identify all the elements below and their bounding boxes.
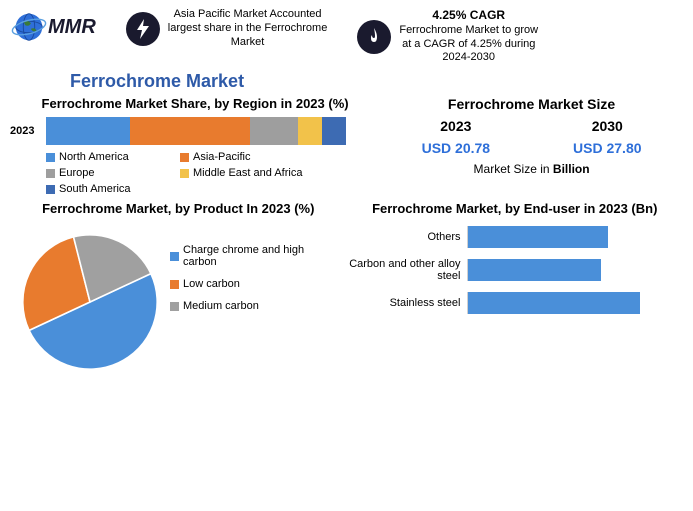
legend-label: Asia-Pacific (193, 151, 250, 163)
legend-item: Asia-Pacific (180, 151, 300, 163)
legend-label: Low carbon (183, 278, 240, 290)
legend-item: Europe (46, 167, 166, 179)
note-1-line3: Market (231, 36, 265, 48)
market-size-unit: Market Size in Billion (380, 162, 683, 176)
logo: MMR (10, 8, 96, 46)
note-2-line2: at a CAGR of 4.25% during (402, 38, 535, 50)
market-size-values: USD 20.78 USD 27.80 (380, 140, 683, 156)
year-2030: 2030 (592, 118, 623, 134)
hbar-fill (468, 259, 602, 281)
stacked-bar-segment (46, 117, 130, 145)
value-2030: USD 27.80 (573, 140, 641, 156)
note-1-text: Asia Pacific Market Accounted largest sh… (168, 8, 328, 49)
pie-svg (10, 222, 170, 382)
enduser-chart: Ferrochrome Market, by End-user in 2023 … (347, 201, 684, 382)
note-1-line2: largest share in the Ferrochrome (168, 22, 328, 34)
legend-item: North America (46, 151, 166, 163)
legend-swatch (180, 153, 189, 162)
legend-label: Charge chrome and high carbon (183, 244, 313, 268)
stacked-bar-segment (250, 117, 298, 145)
note-1-line1: Asia Pacific Market Accounted (174, 8, 322, 20)
product-chart-title: Ferrochrome Market, by Product In 2023 (… (10, 201, 347, 216)
header: MMR Asia Pacific Market Accounted larges… (0, 0, 693, 65)
globe-icon (10, 8, 48, 46)
market-size-header: Ferrochrome Market Size (380, 96, 683, 112)
note-2-line3: 2024-2030 (442, 51, 495, 63)
hbar-row: Others (347, 226, 684, 248)
hbar-label: Others (347, 231, 467, 243)
legend-swatch (170, 302, 179, 311)
stacked-bar-segment (298, 117, 322, 145)
stacked-bar-year: 2023 (10, 125, 46, 137)
legend-label: Middle East and Africa (193, 167, 302, 179)
bolt-icon (126, 12, 160, 46)
row-2: Ferrochrome Market Share, by Region in 2… (0, 96, 693, 195)
stacked-bar-segment (322, 117, 346, 145)
enduser-chart-title: Ferrochrome Market, by End-user in 2023 … (347, 201, 684, 216)
hbar-track (467, 292, 684, 314)
header-note-1: Asia Pacific Market Accounted largest sh… (126, 8, 328, 49)
hbar-row: Carbon and other alloy steel (347, 258, 684, 282)
legend-item: Middle East and Africa (180, 167, 302, 179)
legend-swatch (180, 169, 189, 178)
region-legend: North America Asia-Pacific Europe Middle Ea… (10, 151, 380, 195)
legend-swatch (170, 280, 179, 289)
hbar-row: Stainless steel (347, 292, 684, 314)
legend-swatch (170, 252, 179, 261)
legend-label: Medium carbon (183, 300, 259, 312)
note-2-bold: 4.25% CAGR (432, 8, 505, 22)
stacked-bar-segment (130, 117, 250, 145)
note-2-text: 4.25% CAGR Ferrochrome Market to grow at… (399, 8, 538, 65)
legend-item: Medium carbon (170, 300, 313, 312)
unit-bold: Billion (553, 162, 590, 176)
row-3: Ferrochrome Market, by Product In 2023 (… (0, 195, 693, 382)
hbars: Others Carbon and other alloy steel Stainl… (347, 226, 684, 314)
legend-label: Europe (59, 167, 94, 179)
stacked-bar (46, 117, 346, 145)
hbar-track (467, 226, 684, 248)
market-size-panel: Ferrochrome Market Size 2023 2030 USD 20… (380, 96, 683, 195)
legend-swatch (46, 153, 55, 162)
legend-label: South America (59, 183, 131, 195)
market-size-years: 2023 2030 (380, 118, 683, 134)
legend-label: North America (59, 151, 129, 163)
flame-icon (357, 20, 391, 54)
product-chart: Ferrochrome Market, by Product In 2023 (… (10, 201, 347, 382)
legend-swatch (46, 169, 55, 178)
region-chart-title: Ferrochrome Market Share, by Region in 2… (10, 96, 380, 111)
region-chart: Ferrochrome Market Share, by Region in 2… (10, 96, 380, 195)
hbar-label: Stainless steel (347, 297, 467, 309)
legend-swatch (46, 185, 55, 194)
page-title: Ferrochrome Market (70, 71, 693, 92)
hbar-track (467, 259, 684, 281)
hbar-fill (468, 292, 640, 314)
legend-item: South America (46, 183, 166, 195)
pie-legend: Charge chrome and high carbon Low carbon M… (170, 244, 313, 382)
legend-item: Low carbon (170, 278, 313, 290)
note-2-line1: Ferrochrome Market to grow (399, 24, 538, 36)
logo-text: MMR (48, 16, 96, 39)
year-2023: 2023 (440, 118, 471, 134)
stacked-bar-wrap: 2023 (10, 117, 380, 145)
header-note-2: 4.25% CAGR Ferrochrome Market to grow at… (357, 8, 538, 65)
unit-prefix: Market Size in (474, 162, 553, 176)
value-2023: USD 20.78 (422, 140, 490, 156)
legend-item: Charge chrome and high carbon (170, 244, 313, 268)
hbar-fill (468, 226, 608, 248)
hbar-label: Carbon and other alloy steel (347, 258, 467, 282)
